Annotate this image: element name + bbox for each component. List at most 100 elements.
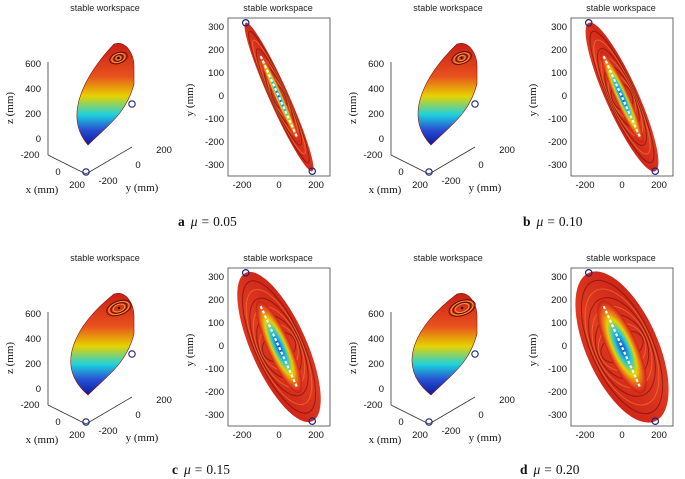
workspace-core [255, 300, 303, 394]
contour-ring [112, 303, 126, 313]
plot-frame [227, 17, 331, 177]
x-tick-label: 200 [651, 430, 667, 441]
plot-title: stable workspace [243, 3, 313, 13]
workspace-core [258, 50, 300, 144]
peak-point [117, 306, 121, 310]
x-tick-label: -200 [575, 180, 594, 191]
contour-ring [110, 302, 128, 314]
contour-ring [457, 54, 466, 62]
peak-point [460, 306, 464, 310]
x-tick-label: -200 [232, 430, 251, 441]
contour-ring [106, 299, 132, 317]
y-tick-label: -200 [548, 387, 567, 398]
x-tick-label: 0 [398, 417, 403, 428]
x-tick-label: 200 [412, 180, 428, 191]
y-axis: 300 200 100 0 -100 -200 -300 y (mm) [184, 22, 224, 171]
z-tick-label: 0 [36, 134, 41, 145]
caption-a: a μ = 0.05 [178, 214, 237, 229]
y-axis-label: y (mm) [469, 182, 502, 194]
z-tick-label: 200 [25, 109, 41, 120]
z-axis: 600 400 200 0 z (mm) [347, 59, 392, 155]
contour-ring [245, 288, 313, 406]
y-tick-label: -300 [548, 160, 567, 171]
z-tick-label: 0 [379, 384, 384, 395]
x-tick-label: 0 [276, 180, 281, 191]
workspace-surface [76, 43, 135, 146]
y-tick-label: -200 [98, 426, 117, 437]
contour-ring [451, 51, 472, 65]
x-axis: -200 0 200 [575, 430, 666, 441]
z-axis-label: z (mm) [347, 92, 359, 124]
x-axis-label: x (mm) [26, 434, 59, 446]
z-tick-label: 0 [36, 384, 41, 395]
y-tick-label: 300 [208, 272, 224, 283]
y-tick-label: 0 [219, 341, 224, 352]
workspace-core [597, 300, 647, 394]
contour-ring [455, 53, 468, 63]
endpoint-marker [241, 268, 250, 277]
floor-axes: -200 0 200 -200 0 200 x (mm) y (mm) [363, 395, 514, 446]
x-tick-label: -200 [20, 400, 39, 411]
y-axis: 300 200 100 0 -100 -200 -300 y (mm) [527, 22, 567, 171]
xy-plot-area [575, 268, 669, 426]
y-tick-label: 300 [551, 22, 567, 33]
contour-ring [588, 297, 656, 397]
contour-ring [453, 52, 470, 64]
plot-title: stable workspace [586, 3, 656, 13]
plot-title: stable workspace [413, 253, 483, 263]
contour-ring [448, 299, 476, 317]
y-tick-label: 0 [219, 91, 224, 102]
y-tick-label: -200 [441, 176, 460, 187]
y-tick-label: 200 [499, 145, 515, 156]
y-tick-label: 100 [208, 318, 224, 329]
contour-ring [450, 300, 474, 316]
caption-c: c μ = 0.15 [172, 462, 230, 477]
z-axis-label: z (mm) [4, 342, 16, 374]
y-tick-label: -300 [205, 160, 224, 171]
y-tick-label: -100 [548, 364, 567, 375]
endpoint-marker [651, 417, 660, 426]
x-tick-label: 200 [69, 180, 85, 191]
y-tick-label: -100 [205, 364, 224, 375]
endpoint-marker [128, 350, 136, 358]
z-axis: 600 400 200 0 z (mm) [347, 309, 392, 405]
z-axis-label: z (mm) [347, 342, 359, 374]
floor-axes: -200 0 200 -200 0 200 x (mm) y (mm) [20, 145, 171, 196]
endpoint-marker [425, 168, 433, 176]
contour-ring [584, 288, 660, 406]
x-tick-label: -200 [232, 180, 251, 191]
y-axis-label: y (mm) [469, 432, 502, 444]
endpoint-marker [82, 418, 90, 426]
endpoint-marker [308, 417, 317, 426]
contour-ring [589, 30, 655, 164]
y-tick-label: -100 [205, 114, 224, 125]
y-tick-label: 200 [499, 395, 515, 406]
y-axis-label: y (mm) [527, 83, 539, 116]
xy-plot-area [237, 268, 321, 426]
y-tick-label: 0 [478, 160, 483, 171]
x-tick-label: -200 [363, 400, 382, 411]
z-tick-label: 200 [25, 359, 41, 370]
endpoint-marker [241, 18, 250, 27]
y-tick-label: -200 [548, 137, 567, 148]
plot-title: stable workspace [70, 253, 140, 263]
y-axis-label: y (mm) [527, 333, 539, 366]
z-tick-label: 600 [368, 309, 384, 320]
endpoint-marker [584, 268, 593, 277]
floor-axes: -200 0 200 -200 0 200 x (mm) y (mm) [363, 145, 514, 196]
y-tick-label: 300 [551, 272, 567, 283]
x-axis: -200 0 200 [232, 180, 323, 191]
panel-b-3d: stable workspace 600 400 200 0 z (mm) -2… [347, 3, 515, 196]
peak-point [460, 56, 463, 60]
y-tick-label: 0 [135, 410, 140, 421]
y-tick-label: 200 [208, 45, 224, 56]
x-tick-label: 0 [398, 167, 403, 178]
plot-frame [570, 17, 674, 177]
plot-title: stable workspace [586, 253, 656, 263]
x-tick-label: 200 [308, 430, 324, 441]
plot-title: stable workspace [243, 253, 313, 263]
z-tick-label: 600 [368, 59, 384, 70]
contour-ring [593, 39, 651, 155]
workspace-surface [417, 43, 478, 146]
